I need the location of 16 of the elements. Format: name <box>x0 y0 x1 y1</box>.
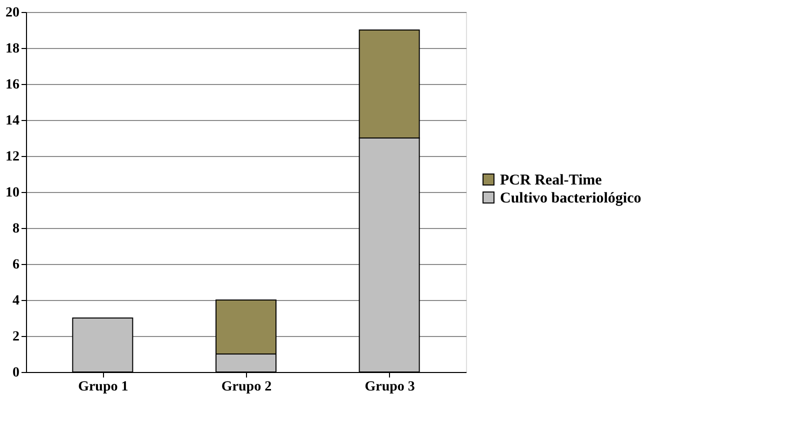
y-tick-label: 0 <box>12 366 20 380</box>
legend-label: PCR Real-Time <box>500 172 602 188</box>
y-tick-label: 16 <box>6 78 20 92</box>
y-tick-label: 14 <box>6 114 20 128</box>
y-tick-label: 8 <box>12 222 20 236</box>
y-tick-label: 18 <box>6 42 20 56</box>
y-tick-label: 12 <box>6 150 20 164</box>
legend-label: Cultivo bacteriológico <box>500 190 642 206</box>
x-tick-label: Grupo 3 <box>364 380 415 394</box>
y-tick-label: 2 <box>12 330 20 344</box>
x-tick-label: Grupo 2 <box>221 380 272 394</box>
x-tick-label: Grupo 1 <box>78 380 128 394</box>
y-tick-label: 20 <box>6 6 20 20</box>
y-tick-label: 4 <box>12 294 20 308</box>
y-tick-label: 6 <box>12 258 20 272</box>
y-tick-label: 10 <box>6 186 20 200</box>
